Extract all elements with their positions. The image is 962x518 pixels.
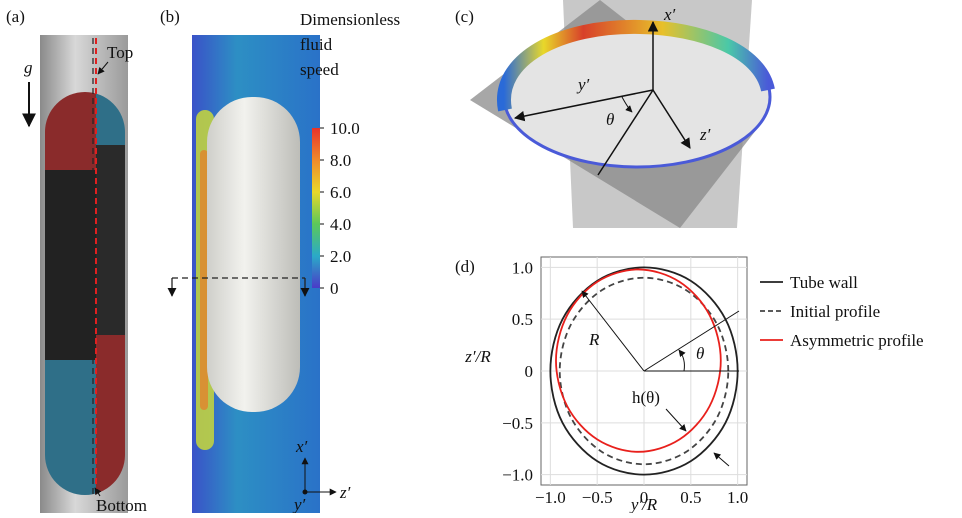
axis-label: x′ xyxy=(663,5,676,24)
x-tick-label: 1.0 xyxy=(727,488,748,507)
radius-line xyxy=(581,290,645,372)
angle-line xyxy=(597,89,654,176)
colorbar-tick-label: 6.0 xyxy=(330,183,351,202)
panel-c: (c) x′ y′ z′ θ xyxy=(455,0,775,228)
angle-line xyxy=(643,310,740,372)
x-tick-label: −1.0 xyxy=(535,488,566,507)
y-axis-label: z′/R xyxy=(464,347,491,366)
colorbar-tick-label: 2.0 xyxy=(330,247,351,266)
x-tick-label: −0.5 xyxy=(582,488,613,507)
annotation: θ xyxy=(696,344,704,363)
arrow xyxy=(94,487,102,497)
x-axis-label: y′/R xyxy=(629,495,658,513)
angle-label: θ xyxy=(606,110,614,129)
panel-label: (d) xyxy=(455,257,475,276)
axis-arrow xyxy=(652,89,691,149)
axis-label: y′ xyxy=(292,495,306,513)
annotation-arrow xyxy=(713,452,730,467)
panel-label: (b) xyxy=(160,7,180,26)
panel-d: (d) −1.0 −0.5 0 0.5 1.0 1.0 0.5 0 −0.5 −1.0 y′/R z′… xyxy=(455,256,924,514)
colorbar-title: speed xyxy=(300,60,339,79)
colorbar-tick-label: 8.0 xyxy=(330,151,351,170)
bottom-label: Bottom xyxy=(96,496,147,513)
panel-label: (a) xyxy=(6,7,25,26)
top-label: Top xyxy=(107,43,133,62)
annotation-arrow xyxy=(665,408,687,432)
gravity-label: g xyxy=(24,58,33,77)
legend-label: Initial profile xyxy=(790,302,880,321)
arrow xyxy=(97,61,109,75)
y-tick-label: −1.0 xyxy=(502,466,533,485)
axis-origin xyxy=(302,489,308,495)
film xyxy=(200,150,208,410)
axis-label: x′ xyxy=(295,437,308,456)
bubble xyxy=(207,97,300,412)
legend-label: Asymmetric profile xyxy=(790,331,924,350)
y-tick-label: 0.5 xyxy=(512,310,533,329)
axis-label: z′ xyxy=(699,125,711,144)
annotation: h(θ) xyxy=(632,388,660,407)
colorbar-tick-label: 4.0 xyxy=(330,215,351,234)
x-tick-label: 0 xyxy=(640,488,649,507)
bubble xyxy=(45,92,125,495)
colorbar-tick-label: 10.0 xyxy=(330,119,360,138)
axis-label: z′ xyxy=(339,483,351,502)
panel-b: (b) Dimensionless fluid speed 10.0 8.0 6.0… xyxy=(160,7,400,514)
profile-line xyxy=(558,276,730,466)
colorbar-scale xyxy=(312,128,320,288)
colorbar-title: Dimensionless xyxy=(300,10,400,29)
film xyxy=(497,19,775,112)
y-tick-label: 0 xyxy=(525,362,534,381)
axis-label: y′ xyxy=(576,75,590,94)
axis-arrow xyxy=(513,89,654,122)
profile-line xyxy=(555,268,722,453)
profile-line xyxy=(549,266,739,476)
y-tick-label: 1.0 xyxy=(512,258,533,277)
colorbar: Dimensionless fluid speed 10.0 8.0 6.0 4.0 2… xyxy=(300,10,400,298)
colorbar-title: fluid xyxy=(300,35,333,54)
y-tick-label: −0.5 xyxy=(502,414,533,433)
legend-label: Tube wall xyxy=(790,273,858,292)
colorbar-tick-label: 0 xyxy=(330,279,339,298)
angle-arc xyxy=(678,349,686,372)
angle-arc xyxy=(621,96,633,113)
x-tick-label: 0.5 xyxy=(680,488,701,507)
annotation: R xyxy=(588,330,600,349)
panel-a: (a) Top Bottom g xyxy=(6,7,147,515)
panel-label: (c) xyxy=(455,7,474,26)
